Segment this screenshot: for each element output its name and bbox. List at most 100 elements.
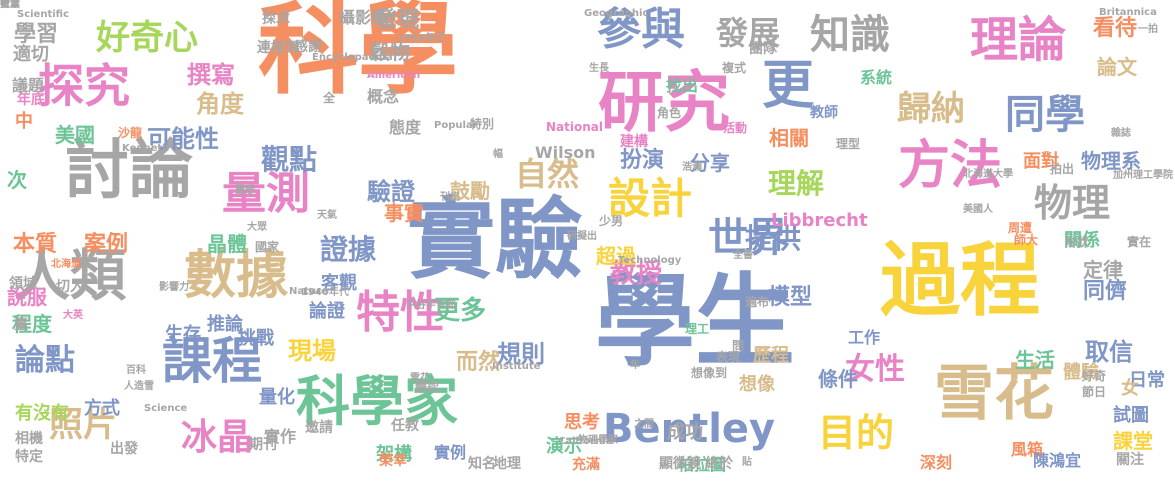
word-item: 自然 <box>515 155 580 193</box>
word-item: 女 <box>1121 378 1139 399</box>
word-item: 關係 <box>1064 230 1100 251</box>
word-item: 試圖 <box>1113 405 1149 426</box>
word-item: 連接到 <box>257 40 299 56</box>
word-item: 方式 <box>84 398 120 419</box>
word-item: 課程 <box>162 332 262 390</box>
word-item: Nature <box>289 286 328 297</box>
word-item: 雜誌 <box>1111 128 1131 139</box>
word-item: 沙龍 <box>118 126 143 140</box>
word-item: 特別 <box>470 117 495 131</box>
word-item: 角色 <box>657 106 682 120</box>
word-item: 探究 <box>38 59 130 113</box>
word-item: 科學家 <box>296 370 458 433</box>
word-item: 1990年代 <box>397 33 445 44</box>
word-item: 更多 <box>434 296 487 326</box>
word-item: 實驗 <box>407 188 584 291</box>
word-item: Science <box>144 403 188 414</box>
word-item: 目的 <box>818 411 895 455</box>
word-item: 物理 <box>1034 181 1111 225</box>
word-item: 量測 <box>222 168 310 219</box>
word-item: 出發 <box>110 441 138 457</box>
word-item: 程度 <box>12 312 52 336</box>
word-item: 好奇心 <box>96 18 198 58</box>
word-item: 探求 <box>262 11 290 27</box>
word-item: Institute <box>492 361 541 372</box>
word-item: 天氣 <box>317 210 337 221</box>
word-item: Kenneth <box>122 143 170 154</box>
word-item: 研擬出 <box>567 231 597 242</box>
word-item: 形狀 <box>1065 235 1090 249</box>
word-item: 方法 <box>898 136 1003 196</box>
word-item: 參與 <box>597 4 685 55</box>
word-item: 而然 <box>456 350 501 375</box>
word-item: 穀物 <box>370 40 410 64</box>
word-item: 分享 <box>690 151 730 175</box>
word-item: 說服 <box>7 285 47 309</box>
word-item: 可能性 <box>147 125 219 153</box>
word-item: 找出 <box>666 76 699 95</box>
word-item: 深刻 <box>920 453 953 472</box>
word-item: 冰晶 <box>181 417 254 458</box>
word-item: 態度 <box>389 118 422 137</box>
word-item: 生存 <box>165 324 201 345</box>
word-item: 挑戰 <box>238 328 274 349</box>
word-item: 理工 <box>685 322 710 336</box>
word-item: Wilson <box>535 143 596 162</box>
word-item: 條件 <box>818 367 858 391</box>
word-item: 驗證 <box>367 178 415 206</box>
word-item: Popular <box>434 120 478 131</box>
word-item: 北海道 <box>51 259 81 270</box>
word-item: 切入 <box>56 279 84 295</box>
word-item: 之間 <box>634 419 654 430</box>
word-item: 人類 <box>14 244 126 309</box>
word-item: 臺 <box>14 317 28 333</box>
word-item: Bentley <box>603 406 776 452</box>
word-item: 美國 <box>55 123 95 147</box>
word-item: 案例 <box>84 232 129 257</box>
word-item: 密 <box>0 0 10 10</box>
word-item: 物理系 <box>1081 149 1141 173</box>
word-item: 設計 <box>608 174 693 223</box>
word-item: 證據 <box>320 233 377 266</box>
word-item: 提供 <box>745 222 802 255</box>
word-item: 照片 <box>49 405 117 445</box>
word-item: 浩瀚 <box>682 162 702 173</box>
word-item: 議題 <box>12 76 45 95</box>
word-item: 女性 <box>845 352 905 387</box>
word-item: 論文 <box>1097 55 1137 79</box>
word-item: 討論 <box>65 134 193 208</box>
word-item: 發展 <box>716 14 781 52</box>
word-item: 影響力 <box>159 282 189 293</box>
word-item: 相機 <box>15 431 43 447</box>
word-item: 世界 <box>708 215 788 261</box>
word-item: 好奇 <box>1082 369 1107 383</box>
word-item: 晶體 <box>207 232 247 256</box>
word-item: 全書 <box>733 250 753 261</box>
word-item: 歷程 <box>753 345 789 366</box>
word-item: 風箱 <box>1011 440 1044 459</box>
word-item: 定律 <box>1083 258 1123 282</box>
word-item: 物理學家 <box>578 435 618 446</box>
word-item: 超過 <box>596 244 636 268</box>
word-item: 任教 <box>391 418 419 434</box>
word-item: National <box>546 120 603 134</box>
word-item: Britannica <box>1099 7 1157 18</box>
word-item: 期刊 <box>249 437 277 453</box>
word-item: 模型 <box>768 285 813 310</box>
word-item: 適切 <box>13 44 49 65</box>
word-item: Libbrecht <box>771 210 868 231</box>
word-item: 特定 <box>15 449 43 465</box>
word-item: 地理 <box>493 456 521 472</box>
word-item: 同儕 <box>1083 279 1128 304</box>
word-item: 成功 <box>667 422 703 443</box>
word-item: 鼓勵 <box>450 179 490 203</box>
word-item: 推論 <box>207 314 243 335</box>
word-item: American <box>367 70 421 81</box>
word-item: 美國人 <box>963 204 993 215</box>
word-item: 事實 <box>384 201 424 225</box>
word-item: 北海道大學 <box>963 169 1013 180</box>
word-item: 全 <box>323 91 336 105</box>
word-item: 表現 <box>716 350 741 364</box>
word-item: 加州理工學院 <box>1113 170 1173 181</box>
